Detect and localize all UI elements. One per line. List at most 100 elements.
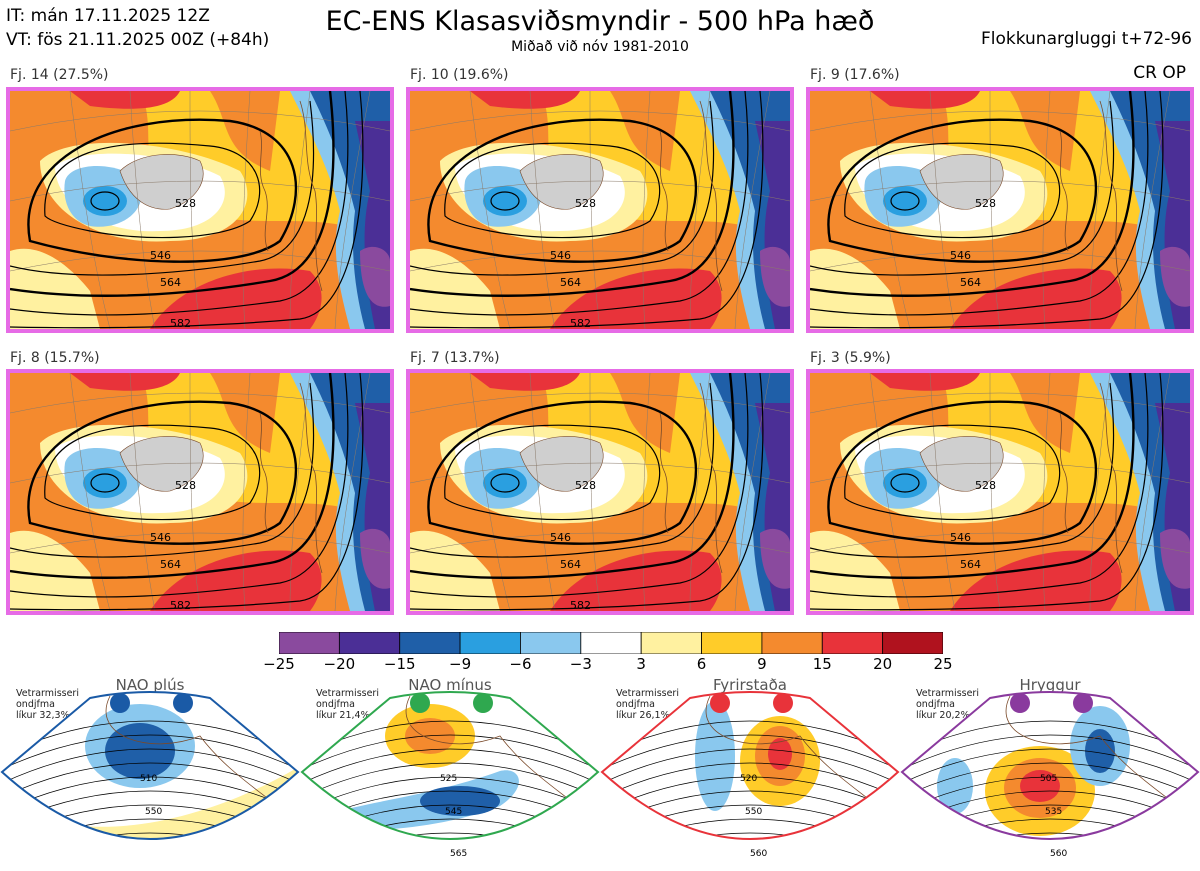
geopotential-contour [427, 400, 698, 545]
graticule-meridian [734, 373, 771, 611]
graticule-parallel [10, 250, 390, 272]
coastline [1099, 382, 1123, 574]
contour-label-582: 582 [570, 599, 591, 611]
anomaly-colorbar [279, 632, 943, 654]
contour-label-564: 564 [160, 558, 181, 571]
colorbar-tick-label: 20 [873, 655, 893, 673]
geopotential-contour [410, 91, 764, 329]
regime-name: Fyrirstaða [713, 676, 787, 694]
regime-contour [2, 748, 298, 785]
colorbar-segment [399, 632, 461, 654]
geopotential-contour [810, 91, 1164, 329]
regime-marker [1010, 693, 1030, 713]
colorbar-segment [520, 632, 582, 654]
regime-anomaly-negative-core [420, 786, 500, 816]
regime-contour [302, 762, 598, 799]
regime-marker [410, 693, 430, 713]
regime-contour [2, 734, 298, 771]
regime-ridge: Hryggur Vetrarmisseri ondjfma líkur 20,2% 50… [900, 676, 1200, 871]
regime-contour [602, 832, 898, 839]
regime-contour-label: 535 [1045, 807, 1062, 817]
cluster-label-6: Fj. 3 (5.9%) [810, 350, 891, 366]
coastline [1059, 412, 1069, 534]
graticule-meridian [642, 373, 651, 611]
forecast-times: IT: mán 17.11.2025 12Z VT: fös 21.11.202… [6, 4, 269, 52]
coastline [659, 412, 669, 534]
graticule-parallel [10, 392, 390, 414]
graticule-meridian [1042, 91, 1051, 329]
regime-contour [2, 762, 298, 799]
anomaly-minimum-east [360, 528, 390, 589]
anomaly-shade [810, 530, 900, 611]
regime-note-line: líkur 21,4% [316, 710, 370, 721]
regime-contour [2, 832, 298, 839]
contour-label-528: 528 [975, 197, 996, 210]
geopotential-contour [810, 91, 1149, 316]
graticule-meridian [69, 373, 111, 611]
regime-contour [0, 847, 300, 871]
contour-label-564: 564 [960, 558, 981, 571]
geopotential-contour [44, 424, 261, 521]
geopotential-contour [827, 118, 1098, 263]
regime-marker [110, 693, 130, 713]
graticule-parallel [410, 532, 790, 554]
graticule-meridian [469, 91, 511, 329]
regime-blocking: Fyrirstaða Vetrarmisseri ondjfma líkur 26,1… [600, 676, 900, 871]
regime-anomaly-positive-core [768, 738, 792, 770]
geopotential-contour [410, 100, 715, 276]
regime-marker [710, 693, 730, 713]
cluster-map-svg: 528 546 564 582 [10, 373, 390, 611]
colorbar-segment [338, 632, 401, 654]
coastline [259, 130, 269, 252]
coastline [659, 130, 669, 252]
regime-outline [300, 691, 600, 840]
regime-map-svg: 525 545 565 [300, 691, 600, 859]
geopotential-contour [844, 142, 1061, 239]
cluster-map-4: 528 546 564 582 [6, 369, 394, 615]
graticule-meridian [242, 91, 251, 329]
cluster-label-4: Fj. 8 (15.7%) [10, 350, 100, 366]
regime-note-line: Vetrarmisseri [916, 688, 979, 699]
regime-note-line: líkur 26,1% [616, 710, 670, 721]
regime-probability-note: Vetrarmisseri ondjfma líkur 20,2% [916, 688, 979, 721]
anomaly-negative-core [883, 468, 927, 498]
crop-label: CR OP [1133, 63, 1186, 83]
anomaly-max-south [550, 268, 722, 329]
regime-marker [173, 693, 193, 713]
geopotential-contour [410, 373, 749, 598]
geopotential-contour [410, 373, 735, 579]
colorbar-tick-labels: −25 −20 −15 −9 −6 −3 3 6 9 15 20 25 [0, 655, 1200, 675]
regime-contour-label: 545 [445, 807, 462, 817]
regime-probability-note: Vetrarmisseri ondjfma líkur 21,4% [316, 688, 379, 721]
regime-contour [602, 748, 898, 785]
graticule-meridian [929, 373, 956, 611]
geopotential-low [90, 473, 120, 493]
regime-name: NAO mínus [408, 676, 492, 694]
regime-note-line: ondjfma [16, 699, 55, 710]
geopotential-contour [444, 142, 661, 239]
anomaly-max-south [150, 550, 322, 611]
colorbar-tick-label: −20 [323, 655, 356, 673]
regime-contour [902, 762, 1198, 799]
regime-map-svg: 510 550 [0, 691, 300, 871]
regime-anomaly-positive-core [405, 718, 455, 754]
regime-contour [302, 734, 598, 771]
anomaly-minimum-east [360, 246, 390, 307]
cluster-map-svg: 528 546 564 [810, 91, 1190, 329]
colorbar-tick-label: 6 [696, 655, 707, 673]
contour-label-528: 528 [175, 479, 196, 492]
geopotential-low [490, 191, 520, 211]
graticule-meridian [869, 373, 911, 611]
contour-label-546: 546 [550, 249, 571, 262]
graticule-parallel [810, 250, 1190, 272]
contour-label-546: 546 [150, 531, 171, 544]
cluster-map-6: 528 546 564 [806, 369, 1194, 615]
cluster-map-1: 528 546 564 582 [6, 87, 394, 333]
graticule-meridian [529, 91, 556, 329]
regime-contour-label: 510 [140, 774, 157, 784]
regime-contour-label: 560 [1050, 849, 1067, 859]
graticule-parallel [410, 392, 790, 414]
regime-note-line: ondjfma [616, 699, 655, 710]
regime-map-svg: 505 535 560 [900, 691, 1200, 859]
anomaly-negative-core [483, 186, 527, 216]
